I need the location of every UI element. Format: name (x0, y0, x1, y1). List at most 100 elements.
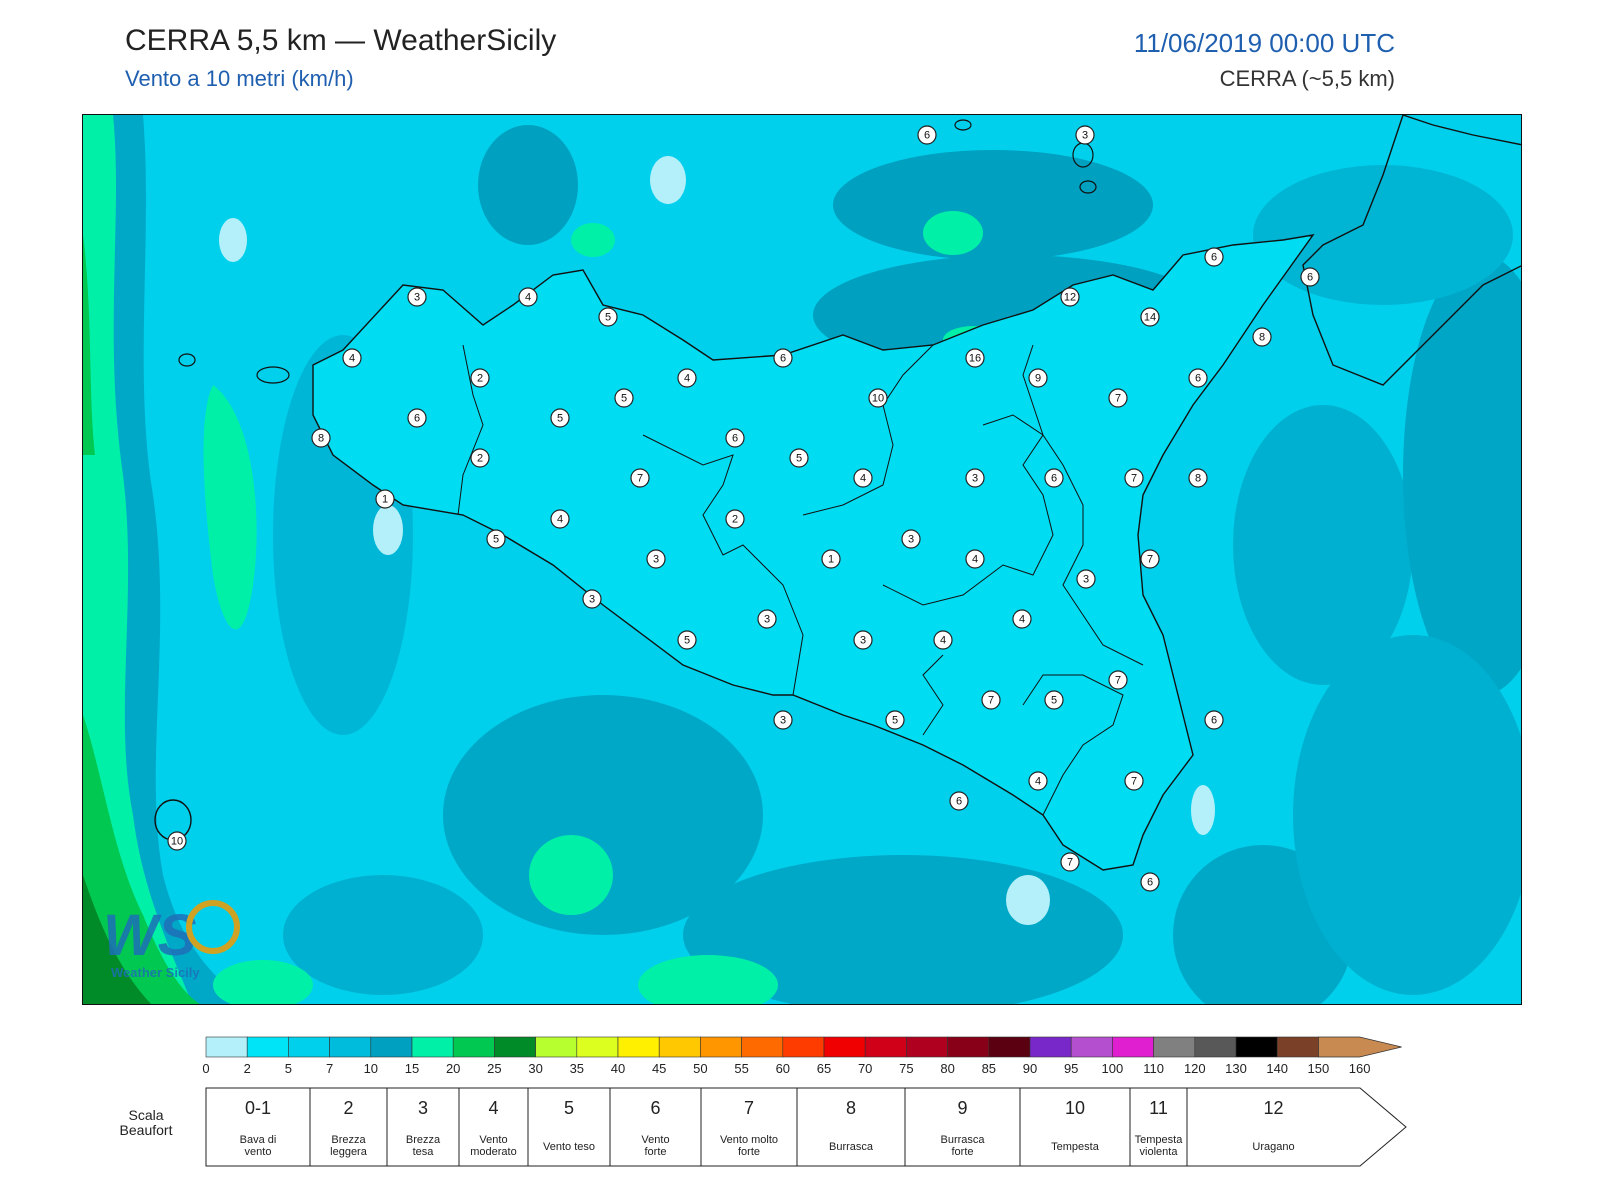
station-marker: 5 (677, 630, 697, 650)
station-value: 7 (1131, 473, 1137, 485)
station-marker: 5 (789, 448, 809, 468)
station-marker: 6 (1044, 468, 1064, 488)
station-value: 6 (1307, 272, 1313, 284)
map-subtitle: Vento a 10 metri (km/h) (125, 66, 354, 91)
beaufort-cell (527, 1087, 611, 1167)
station-circle (550, 408, 570, 428)
station-circle (965, 549, 985, 569)
station-marker: 3 (582, 589, 602, 609)
station-value: 7 (1131, 776, 1137, 788)
station-value: 3 (780, 715, 786, 727)
station-marker: 4 (965, 549, 985, 569)
station-value: 3 (860, 635, 866, 647)
colorbar-tick-label: 150 (1308, 1061, 1330, 1076)
station-value: 6 (1051, 473, 1057, 485)
station-value: 7 (637, 473, 643, 485)
station-circle (853, 468, 873, 488)
station-marker: 7 (630, 468, 650, 488)
station-circle (598, 307, 618, 327)
beaufort-description: Tempesta (1051, 1141, 1100, 1153)
station-value: 3 (653, 554, 659, 566)
beaufort-description: Tempesta violenta (1135, 1134, 1184, 1158)
station-marker: 1 (375, 489, 395, 509)
station-circle (773, 348, 793, 368)
station-circle (1012, 609, 1032, 629)
station-marker: 7 (1060, 852, 1080, 872)
station-marker: 10 (167, 831, 187, 851)
station-marker: 5 (598, 307, 618, 327)
station-value: 7 (1115, 675, 1121, 687)
beaufort-cell (609, 1087, 702, 1167)
colorbar-tick-label: 35 (570, 1061, 584, 1076)
colorbar-tick-label: 15 (405, 1061, 419, 1076)
station-marker: 3 (757, 609, 777, 629)
station-value: 5 (557, 413, 563, 425)
station-circle (1108, 670, 1128, 690)
station-value: 7 (1115, 393, 1121, 405)
station-circle (614, 388, 634, 408)
station-circle (1140, 549, 1160, 569)
beaufort-number: 2 (343, 1098, 353, 1118)
station-value: 3 (908, 534, 914, 546)
station-marker: 4 (1028, 771, 1048, 791)
station-value: 3 (764, 614, 770, 626)
station-value: 4 (940, 635, 946, 647)
station-circle (1124, 771, 1144, 791)
beaufort-cell (796, 1087, 906, 1167)
station-value: 6 (780, 353, 786, 365)
station-value: 5 (1051, 695, 1057, 707)
station-marker: 6 (407, 408, 427, 428)
beaufort-number: 5 (564, 1098, 574, 1118)
station-marker: 3 (773, 710, 793, 730)
beaufort-cell (1019, 1087, 1131, 1167)
colorbar-tick-label: 20 (446, 1061, 460, 1076)
station-circle (1140, 872, 1160, 892)
colorbar-tick-label: 10 (364, 1061, 378, 1076)
station-circle (981, 690, 1001, 710)
station-circle (1188, 368, 1208, 388)
colorbar-tick-label: 7 (326, 1061, 333, 1076)
weathersicily-logo: WS Weather Sicily (103, 900, 240, 980)
beaufort-cell (1186, 1087, 1407, 1167)
station-value: 5 (684, 635, 690, 647)
station-marker: 7 (1124, 468, 1144, 488)
station-marker: 6 (1140, 872, 1160, 892)
station-value: 4 (1019, 614, 1025, 626)
beaufort-number: 8 (846, 1098, 856, 1118)
station-marker: 6 (917, 125, 937, 145)
station-circle (789, 448, 809, 468)
station-circle (407, 408, 427, 428)
station-circle (470, 448, 490, 468)
colorbar-tick-label: 2 (244, 1061, 251, 1076)
beaufort-number: 3 (418, 1098, 428, 1118)
station-circle (1075, 125, 1095, 145)
station-circle (949, 791, 969, 811)
station-value: 6 (1147, 877, 1153, 889)
station-circle (375, 489, 395, 509)
station-circle (1140, 307, 1160, 327)
station-value: 6 (924, 130, 930, 142)
station-value: 3 (1082, 130, 1088, 142)
beaufort-cell (458, 1087, 529, 1167)
colorbar-tick-label: 50 (693, 1061, 707, 1076)
station-circle (965, 348, 985, 368)
station-marker: 6 (773, 348, 793, 368)
station-value: 5 (796, 453, 802, 465)
station-value: 3 (589, 594, 595, 606)
forecast-datetime: 11/06/2019 00:00 UTC (1133, 28, 1395, 58)
station-circle (773, 710, 793, 730)
colorbar-tick-label: 70 (858, 1061, 872, 1076)
station-circle (470, 368, 490, 388)
station-value: 8 (1195, 473, 1201, 485)
colorbar-tick-label: 120 (1184, 1061, 1206, 1076)
beaufort-description: Burrasca forte (940, 1134, 985, 1158)
station-value: 14 (1144, 312, 1156, 324)
station-circle (342, 348, 362, 368)
station-marker: 7 (1124, 771, 1144, 791)
beaufort-number: 7 (744, 1098, 754, 1118)
beaufort-description: Burrasca (829, 1141, 874, 1153)
station-value: 10 (171, 836, 183, 848)
beaufort-cell (386, 1087, 460, 1167)
